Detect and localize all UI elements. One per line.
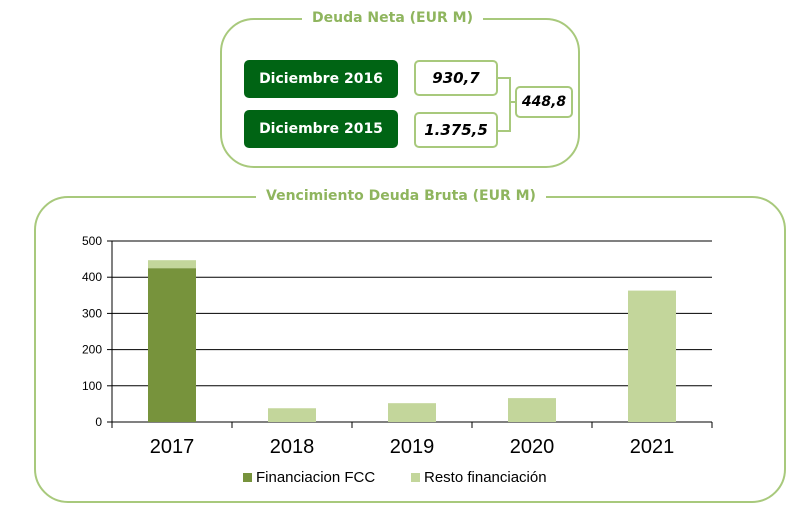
date-label-2016: Diciembre 2016 bbox=[244, 60, 398, 98]
y-tick-label: 500 bbox=[82, 234, 102, 248]
x-tick-label: 2018 bbox=[270, 436, 315, 458]
y-tick-label: 300 bbox=[82, 306, 102, 320]
bar-resto-financiacion-2018 bbox=[268, 408, 316, 422]
net-debt-panel: Deuda Neta (EUR M) bbox=[220, 10, 580, 168]
y-tick-label: 200 bbox=[82, 343, 102, 357]
legend-label: Resto financiación bbox=[424, 469, 547, 486]
net-debt-difference: 448,8 bbox=[515, 86, 573, 118]
bar-financiacion-fcc-2017 bbox=[148, 268, 196, 422]
y-tick-label: 100 bbox=[82, 379, 102, 393]
net-debt-title: Deuda Neta (EUR M) bbox=[302, 10, 483, 26]
bar-resto-financiacion-2017 bbox=[148, 260, 196, 269]
y-tick-label: 0 bbox=[95, 415, 102, 429]
gross-debt-maturity-title: Vencimiento Deuda Bruta (EUR M) bbox=[256, 188, 546, 204]
date-label-2015: Diciembre 2015 bbox=[244, 110, 398, 148]
legend-swatch bbox=[411, 473, 420, 482]
x-tick-label: 2020 bbox=[510, 436, 555, 458]
y-tick-label: 400 bbox=[82, 270, 102, 284]
legend-swatch bbox=[243, 473, 252, 482]
x-tick-label: 2019 bbox=[390, 436, 435, 458]
net-debt-value-2016: 930,7 bbox=[414, 60, 498, 96]
x-tick-label: 2017 bbox=[150, 436, 195, 458]
bar-resto-financiacion-2021 bbox=[628, 290, 676, 422]
bar-resto-financiacion-2019 bbox=[388, 403, 436, 422]
gross-debt-maturity-panel: Vencimiento Deuda Bruta (EUR M) bbox=[34, 188, 786, 503]
bar-resto-financiacion-2020 bbox=[508, 398, 556, 422]
net-debt-value-2015: 1.375,5 bbox=[414, 112, 498, 148]
x-tick-label: 2021 bbox=[630, 436, 675, 458]
legend-label: Financiacion FCC bbox=[256, 469, 375, 486]
